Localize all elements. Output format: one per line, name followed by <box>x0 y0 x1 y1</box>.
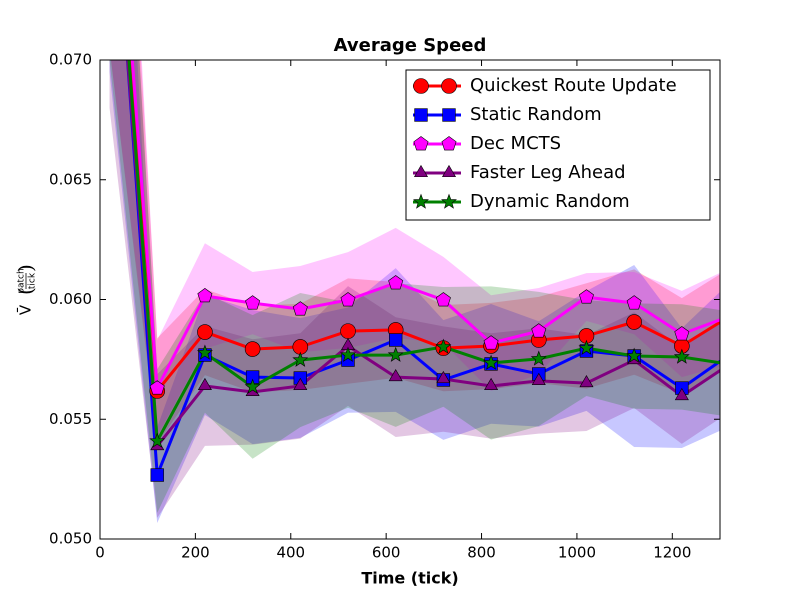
marker <box>441 136 457 151</box>
y-label-paren: ( <box>14 287 38 295</box>
marker <box>388 275 404 290</box>
y-tick-label: 0.050 <box>49 530 92 548</box>
marker <box>292 301 308 316</box>
marker <box>150 468 164 482</box>
marker <box>674 387 689 401</box>
marker <box>441 164 457 178</box>
x-axis-label: Time (tick) <box>361 569 458 588</box>
y-label-numerator: patch <box>17 268 27 293</box>
marker <box>413 136 429 151</box>
x-tick-label: 1000 <box>558 544 596 562</box>
legend-label: Static Random <box>470 104 602 125</box>
y-axis-label: V̄ ( patch tick ) <box>14 264 38 315</box>
marker <box>197 377 212 391</box>
x-tick-label: 0 <box>95 544 105 562</box>
y-tick-label: 0.065 <box>49 170 92 188</box>
legend-label: Faster Leg Ahead <box>470 162 626 183</box>
legend-label: Dec MCTS <box>470 133 561 154</box>
marker <box>197 288 213 303</box>
marker <box>340 346 356 362</box>
marker <box>413 164 429 178</box>
marker <box>244 341 261 357</box>
plot-area <box>109 60 720 523</box>
legend: Quickest Route Update Static Random Dec MC… <box>405 69 711 221</box>
y-tick-label: 0.055 <box>49 410 92 428</box>
marker <box>389 333 403 347</box>
marker <box>413 193 429 209</box>
line <box>130 60 720 394</box>
y-label-symbol: V̄ <box>16 304 35 315</box>
marker <box>292 351 309 367</box>
marker <box>441 193 457 209</box>
marker <box>436 370 451 384</box>
marker <box>293 377 308 391</box>
marker <box>244 378 261 394</box>
marker <box>674 326 690 341</box>
marker <box>245 295 261 310</box>
marker <box>483 335 499 350</box>
marker <box>442 108 456 122</box>
marker <box>626 314 642 330</box>
marker <box>340 292 356 307</box>
x-tick-label: 200 <box>181 544 210 562</box>
marker <box>530 350 547 366</box>
marker <box>579 374 594 388</box>
marker <box>435 292 451 307</box>
error-band <box>109 60 720 523</box>
x-tick-label: 400 <box>276 544 305 562</box>
line <box>129 60 720 395</box>
marker <box>441 78 457 94</box>
axes: 0.050 0.055 0.060 0.065 0.070 0 200 400 600 800 10… <box>49 51 721 562</box>
line <box>126 60 720 451</box>
marker <box>578 289 594 304</box>
marker <box>387 346 404 362</box>
marker <box>531 323 547 338</box>
marker <box>413 78 429 94</box>
marker <box>626 347 643 363</box>
marker <box>196 344 213 360</box>
marker <box>435 338 452 354</box>
marker <box>340 323 356 339</box>
y-tick-label: 0.070 <box>49 51 92 69</box>
marker <box>578 339 595 355</box>
y-tick-label: 0.060 <box>49 290 92 308</box>
legend-label: Dynamic Random <box>470 191 630 212</box>
chart-title: Average Speed <box>334 35 487 56</box>
line <box>127 60 720 447</box>
marker <box>673 348 690 364</box>
x-tick-label: 800 <box>467 544 496 562</box>
error-band <box>109 60 720 518</box>
error-band <box>109 60 720 513</box>
legend-label: Quickest Route Update <box>470 75 677 96</box>
error-band <box>111 60 720 437</box>
marker <box>483 354 500 370</box>
marker <box>388 368 403 382</box>
marker <box>197 324 213 340</box>
marker <box>149 432 166 448</box>
y-label-denominator: tick <box>28 272 38 289</box>
marker <box>149 380 165 395</box>
y-label-paren: ) <box>14 264 38 272</box>
marker <box>626 295 642 310</box>
x-tick-label: 1200 <box>653 544 691 562</box>
marker <box>414 108 428 122</box>
marker <box>484 377 499 391</box>
x-tick-label: 600 <box>372 544 401 562</box>
marker <box>531 372 546 385</box>
